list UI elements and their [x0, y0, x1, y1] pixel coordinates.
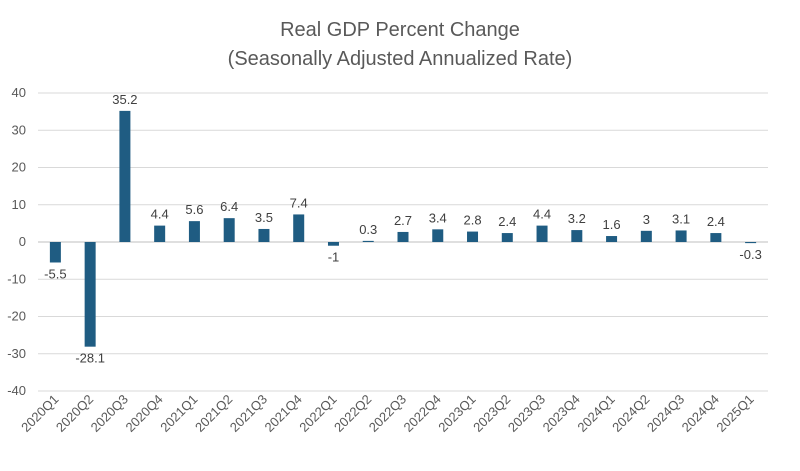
data-label: 2.8 — [463, 213, 481, 228]
data-label: -5.5 — [44, 266, 66, 281]
data-label: -0.3 — [739, 247, 761, 262]
data-label: 3 — [643, 212, 650, 227]
bar-2024Q4 — [710, 233, 722, 242]
x-tick-label: 2020Q2 — [53, 392, 96, 435]
x-tick-label: 2023Q4 — [540, 392, 583, 435]
bar-2023Q4 — [571, 230, 583, 242]
y-tick-label: 30 — [12, 122, 26, 137]
bar-2021Q3 — [258, 228, 270, 242]
chart-subtitle: (Seasonally Adjusted Annualized Rate) — [228, 48, 573, 70]
bar-2020Q1 — [49, 242, 61, 263]
x-tick-label: 2023Q1 — [435, 392, 478, 435]
data-label: 4.4 — [533, 207, 551, 222]
bar-2024Q1 — [606, 236, 618, 242]
bar-2020Q4 — [154, 225, 166, 242]
x-tick-label: 2022Q3 — [366, 392, 409, 435]
bar-2020Q2 — [84, 242, 96, 347]
x-tick-label: 2024Q2 — [609, 392, 652, 435]
x-axis: 2020Q12020Q22020Q32020Q42021Q12021Q22021… — [18, 392, 757, 435]
data-label: 3.1 — [672, 211, 690, 226]
x-tick-label: 2022Q1 — [296, 392, 339, 435]
bars — [49, 110, 757, 347]
y-tick-label: -10 — [7, 271, 26, 286]
bar-2024Q2 — [640, 230, 652, 242]
bar-2025Q1 — [745, 242, 757, 244]
bar-2020Q3 — [119, 110, 131, 242]
x-tick-label: 2024Q4 — [679, 392, 722, 435]
y-tick-label: 0 — [19, 234, 26, 249]
bar-2021Q2 — [223, 218, 235, 242]
bar-2022Q4 — [432, 229, 444, 242]
data-label: -1 — [328, 250, 340, 265]
x-tick-label: 2021Q3 — [227, 392, 270, 435]
data-label: 7.4 — [290, 195, 308, 210]
data-label: 4.4 — [151, 207, 169, 222]
data-labels: -5.5 -28.1 35.2 4.4 5.6 6.4 3.5 7.4 -1 0.3 2.7 3.4 2… — [44, 92, 762, 366]
x-tick-label: 2021Q2 — [192, 392, 235, 435]
bar-2023Q1 — [467, 231, 479, 242]
bar-2023Q2 — [501, 233, 513, 242]
y-tick-label: 20 — [12, 160, 26, 175]
bar-2022Q2 — [362, 240, 374, 242]
bar-2024Q3 — [675, 230, 687, 242]
x-tick-label: 2020Q3 — [88, 392, 131, 435]
bar-2022Q1 — [327, 242, 339, 246]
bar-2021Q4 — [293, 214, 305, 242]
x-tick-label: 2024Q3 — [644, 392, 687, 435]
x-tick-label: 2024Q1 — [574, 392, 617, 435]
data-label: 3.2 — [568, 211, 586, 226]
data-label: 0.3 — [359, 222, 377, 237]
data-label: 2.7 — [394, 213, 412, 228]
bar-2021Q1 — [188, 221, 200, 242]
data-label: 6.4 — [220, 199, 238, 214]
x-tick-label: 2020Q1 — [18, 392, 61, 435]
x-tick-label: 2021Q4 — [262, 392, 305, 435]
y-tick-label: 10 — [12, 197, 26, 212]
data-label: 35.2 — [112, 92, 137, 107]
data-label: 2.4 — [707, 214, 725, 229]
y-tick-label: -20 — [7, 309, 26, 324]
x-tick-label: 2021Q1 — [157, 392, 200, 435]
data-label: 2.4 — [498, 214, 516, 229]
data-label: 3.5 — [255, 210, 273, 225]
x-tick-label: 2022Q2 — [331, 392, 374, 435]
bar-2023Q3 — [536, 225, 548, 242]
data-label: 1.6 — [603, 217, 621, 232]
data-label: 3.4 — [429, 210, 447, 225]
data-label: -28.1 — [75, 351, 105, 366]
bar-2022Q3 — [397, 231, 409, 242]
x-tick-label: 2022Q4 — [401, 392, 444, 435]
x-tick-label: 2020Q4 — [122, 392, 165, 435]
x-tick-label: 2025Q1 — [713, 392, 756, 435]
y-tick-label: -40 — [7, 383, 26, 398]
x-tick-label: 2023Q3 — [505, 392, 548, 435]
y-tick-label: 40 — [12, 85, 26, 100]
y-tick-label: -30 — [7, 346, 26, 361]
chart-title: Real GDP Percent Change — [280, 19, 520, 41]
y-axis: 40 30 20 10 0 -10 -20 -30 -40 — [7, 85, 26, 398]
x-tick-label: 2023Q2 — [470, 392, 513, 435]
data-label: 5.6 — [185, 202, 203, 217]
